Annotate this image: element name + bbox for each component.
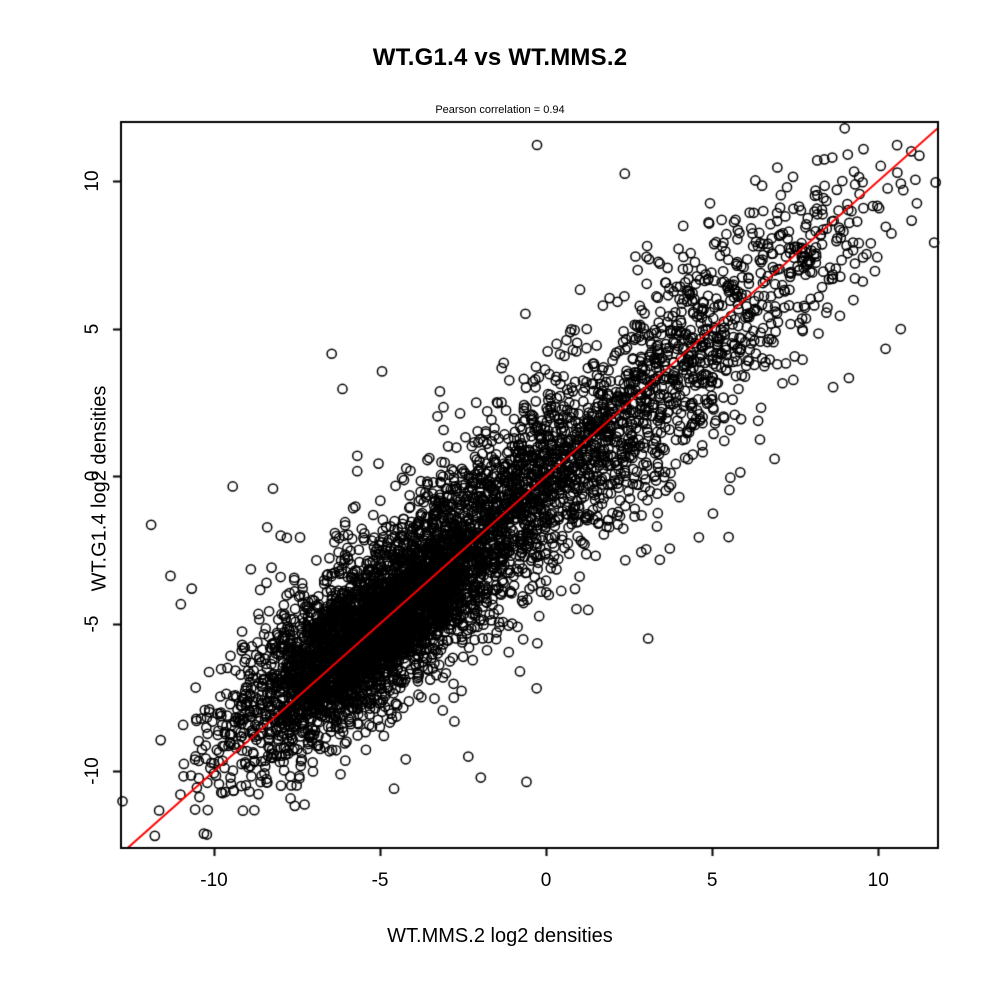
x-tick-label: 10 [867,870,889,891]
x-tick-label: 5 [706,870,718,891]
x-tick-label: -10 [200,870,228,891]
x-tick-label: 0 [540,870,552,891]
x-axis-title: WT.MMS.2 log2 densities [387,925,613,947]
y-axis-title: WT.G1.4 log2 densities [88,385,111,592]
x-tick-label: -5 [371,870,389,891]
